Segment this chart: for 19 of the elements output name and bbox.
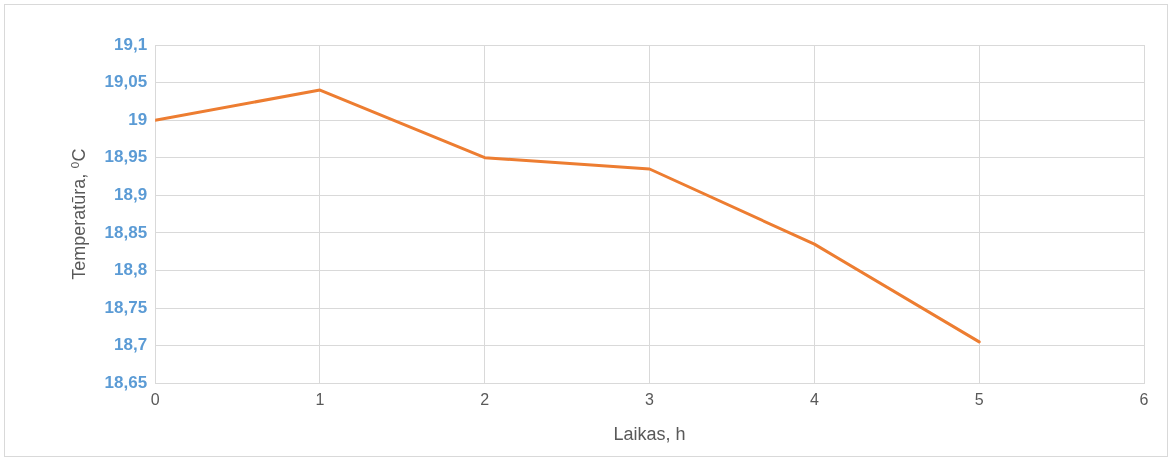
y-axis-title: Temperatūra, ⁰C [68,148,89,280]
y-tick-label: 18,8 [114,260,148,280]
x-tick-label: 0 [150,391,160,409]
x-tick-label: 2 [480,391,490,409]
x-tick-label: 1 [315,391,325,409]
y-tick-label: 18,9 [114,185,148,204]
x-tick-label: 5 [974,391,984,409]
y-tick-label: 19,05 [104,72,148,92]
y-tick-label: 18,85 [104,222,148,242]
x-axis-title: Laikas, h [613,424,686,445]
x-tick-label: 4 [809,391,819,409]
y-tick-label: 18,95 [104,147,148,167]
y-tick-label: 18,65 [104,372,148,392]
x-tick-label: 6 [1139,391,1149,409]
x-tick-label: 3 [645,391,655,409]
y-tick-label: 18,75 [104,297,148,317]
y-tick-label: 19 [128,109,148,129]
y-tick-label: 19,1 [114,34,148,54]
y-tick-label: 18,7 [114,335,148,355]
